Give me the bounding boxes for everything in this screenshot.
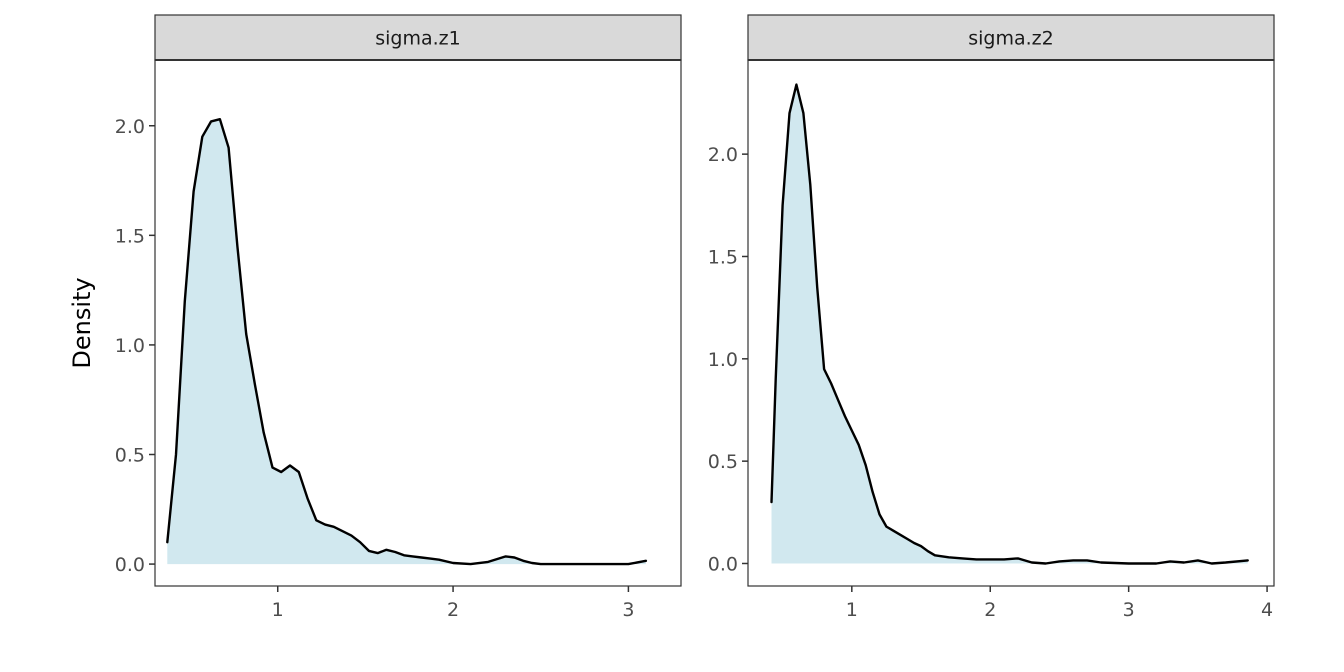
y-axis-title: Density — [68, 277, 96, 368]
y-tick-label: 1.5 — [115, 225, 145, 247]
density-line — [770, 83, 1249, 565]
y-tick-label: 0.0 — [115, 554, 145, 576]
density-area — [771, 84, 1248, 564]
panel-1: sigma.z1 0.0 0.5 1.0 1.5 2.0 1 2 3 — [115, 14, 682, 621]
x-tick-label: 2 — [447, 599, 459, 621]
strip-label: sigma.z2 — [968, 28, 1054, 50]
strip-label: sigma.z1 — [375, 28, 461, 50]
x-tick-label: 4 — [1261, 599, 1273, 621]
y-tick-label: 2.0 — [708, 144, 738, 166]
y-tick-label: 0.5 — [115, 445, 145, 467]
x-tick-label: 1 — [272, 599, 284, 621]
x-tick-label: 1 — [846, 599, 858, 621]
y-tick-label: 2.0 — [115, 116, 145, 138]
x-tick-label: 3 — [622, 599, 634, 621]
strip-background — [154, 14, 682, 61]
density-line — [166, 118, 648, 566]
x-tick-label: 3 — [1123, 599, 1135, 621]
density-area — [167, 119, 646, 565]
y-tick-label: 0.0 — [708, 553, 738, 575]
strip-background — [747, 14, 1275, 61]
panel-2: sigma.z2 0.0 0.5 1.0 1.5 2.0 1 2 3 4 — [708, 14, 1275, 621]
y-tick-label: 1.0 — [708, 349, 738, 371]
y-tick-label: 1.0 — [115, 335, 145, 357]
y-tick-label: 1.5 — [708, 246, 738, 268]
y-tick-label: 0.5 — [708, 451, 738, 473]
x-tick-label: 2 — [984, 599, 996, 621]
